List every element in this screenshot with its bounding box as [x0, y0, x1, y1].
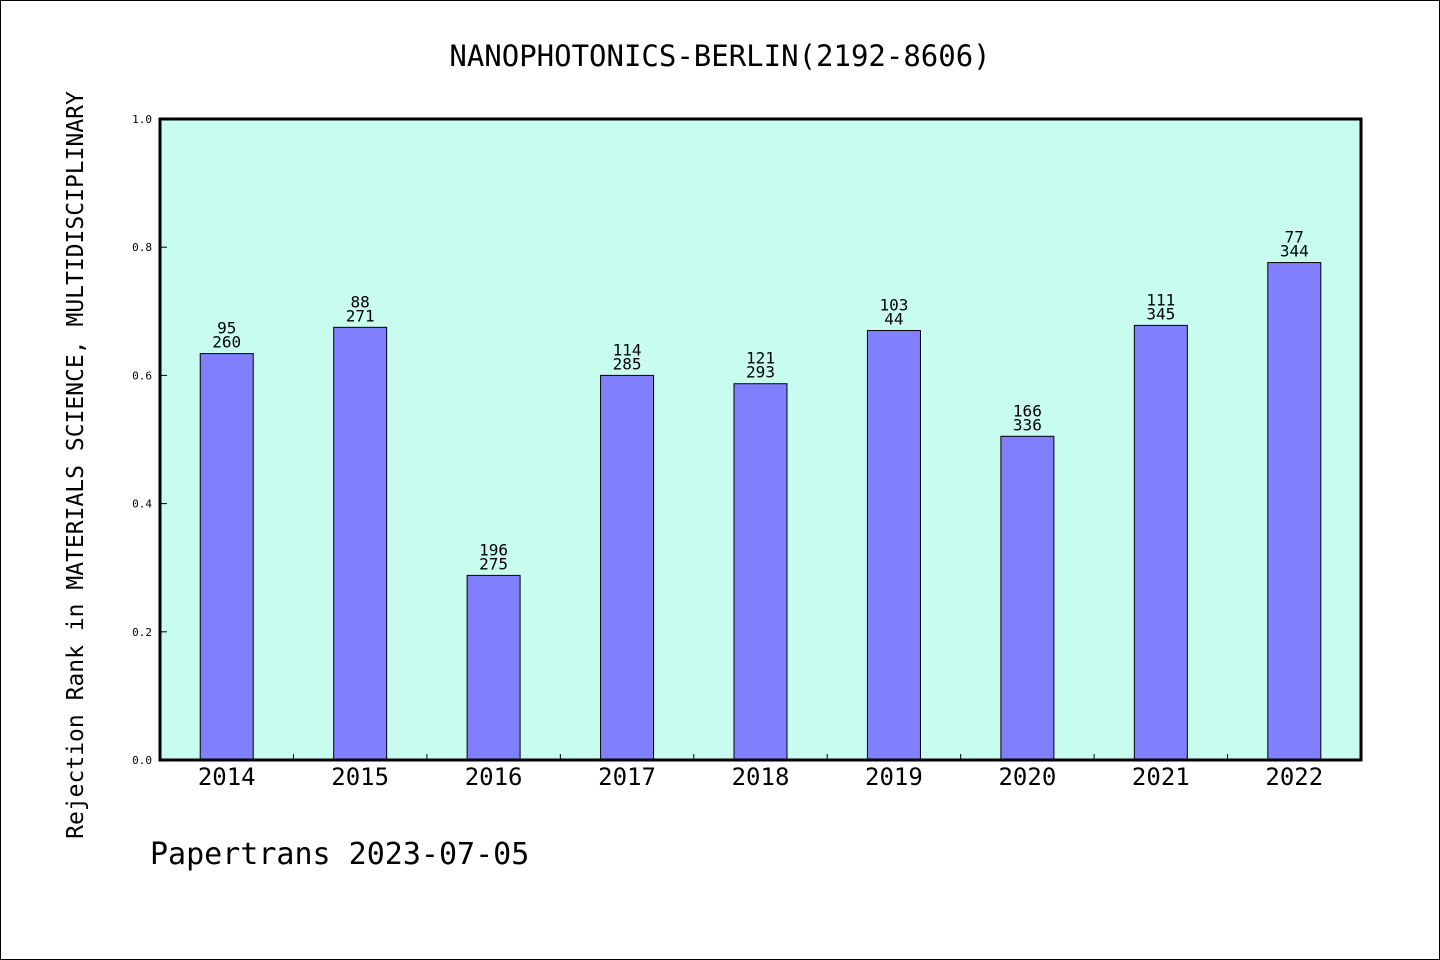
- bar-label-top-2022: 77: [1285, 228, 1304, 247]
- bar-label-bottom-2014: 260: [212, 333, 241, 352]
- bar-2019: [866, 330, 921, 761]
- bar-label-top-2019: 103: [879, 296, 908, 315]
- footer-credit: Papertrans 2023-07-05: [150, 837, 529, 872]
- x-tick-label-2020: 2020: [998, 763, 1056, 791]
- bar-label-top-2015: 88: [351, 292, 370, 311]
- x-tick-label-2014: 2014: [198, 763, 256, 791]
- y-tick-label-1: 0.2: [132, 626, 152, 639]
- bar-label-top-2018: 121: [746, 349, 775, 368]
- x-tick-label-2019: 2019: [865, 763, 923, 791]
- y-tick-label-5: 1.0: [132, 113, 152, 126]
- bar-label-bottom-2015: 271: [346, 306, 375, 325]
- y-axis-label: Rejection Rank in MATERIALS SCIENCE, MUL…: [63, 91, 89, 839]
- y-tick-label-0: 0.0: [132, 754, 152, 767]
- bar-label-bottom-2022: 344: [1280, 242, 1309, 261]
- bar-label-bottom-2017: 285: [613, 354, 642, 373]
- bar-2020: [1000, 435, 1055, 761]
- bar-label-bottom-2020: 336: [1013, 415, 1042, 434]
- y-axis: 0.0 0.2 0.4 0.6 0.8 1.0: [132, 113, 167, 767]
- bar-label-top-2021: 111: [1146, 290, 1175, 309]
- x-tick-label-2021: 2021: [1132, 763, 1190, 791]
- bar-label-top-2016: 196: [479, 540, 508, 559]
- x-tick-label-2016: 2016: [465, 763, 523, 791]
- bar-2015: [333, 326, 388, 761]
- y-tick-label-3: 0.6: [132, 369, 152, 382]
- y-tick-label-4: 0.8: [132, 241, 152, 254]
- bar-2022: [1267, 262, 1322, 761]
- bar-2021: [1133, 324, 1188, 761]
- bar-label-top-2014: 95: [217, 319, 236, 338]
- bar-label-bottom-2016: 275: [479, 554, 508, 573]
- bar-label-top-2020: 166: [1013, 401, 1042, 420]
- x-tick-label-2015: 2015: [331, 763, 389, 791]
- bar-2018: [733, 383, 788, 761]
- bar-label-top-2017: 114: [613, 340, 642, 359]
- bar-label-bottom-2018: 293: [746, 363, 775, 382]
- bar-2014: [199, 353, 254, 761]
- bar-label-bottom-2021: 345: [1146, 304, 1175, 323]
- x-tick-label-2017: 2017: [598, 763, 656, 791]
- x-tick-label-2018: 2018: [732, 763, 790, 791]
- bars-layer: [199, 262, 1322, 761]
- y-tick-label-2: 0.4: [132, 498, 152, 511]
- x-tick-label-2022: 2022: [1265, 763, 1323, 791]
- bar-2016: [466, 574, 521, 761]
- bar-2017: [600, 374, 655, 761]
- bar-label-bottom-2019: 44: [884, 310, 903, 329]
- plot-border: [158, 117, 1363, 762]
- chart-title: NANOPHOTONICS-BERLIN(2192-8606): [449, 39, 990, 73]
- x-axis: 2014 2015 2016 2017 2018 2019 2020 2021 2022: [198, 754, 1323, 791]
